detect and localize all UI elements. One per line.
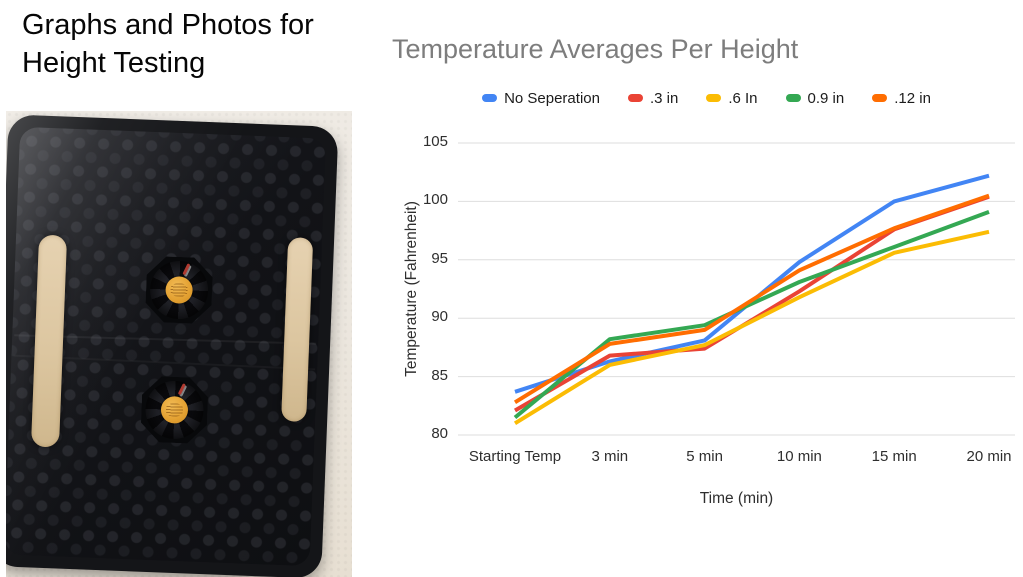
y-tick-label: 80 xyxy=(431,425,448,442)
y-tick-label: 100 xyxy=(422,191,448,209)
series-line-0-9-in xyxy=(513,210,990,420)
y-tick-label: 85 xyxy=(431,366,448,384)
y-axis-title: Temperature (Fahrenheit) xyxy=(403,201,420,377)
legend-swatch xyxy=(627,94,643,102)
plot-area xyxy=(458,135,1015,445)
cooling-fan-bottom xyxy=(140,376,208,444)
legend-item: No Seperation xyxy=(482,90,600,107)
y-tick-label: 90 xyxy=(431,308,448,326)
legend-swatch xyxy=(706,94,722,102)
legend-item: .12 in xyxy=(872,90,931,107)
tray-photo xyxy=(6,111,352,577)
x-tick-label: 5 min xyxy=(686,448,723,465)
fan-label-text xyxy=(170,283,187,297)
legend-swatch xyxy=(785,94,801,102)
x-tick-label: 20 min xyxy=(966,448,1012,465)
chart-title: Temperature Averages Per Height xyxy=(392,34,799,64)
legend-swatch xyxy=(482,94,498,102)
fan-label-text xyxy=(166,403,183,417)
x-tick-label: Starting Temp xyxy=(468,448,562,465)
x-tick-label: 15 min xyxy=(871,448,917,465)
x-axis-title: Time (min) xyxy=(699,490,774,507)
legend-label: .3 in xyxy=(649,89,679,107)
series-line--12-in xyxy=(513,193,990,405)
fan-housing xyxy=(140,376,208,444)
tray xyxy=(6,114,339,577)
legend-label: .6 In xyxy=(728,89,758,107)
chart-legend: No Seperation .3 in .6 In 0.9 in .12 in xyxy=(390,88,1023,108)
slide-title: Graphs and Photos for Height Testing xyxy=(22,9,314,79)
legend-item: .6 In xyxy=(706,89,758,107)
y-tick-label: 95 xyxy=(431,249,448,267)
legend-label: .12 in xyxy=(894,89,931,107)
legend-label: 0.9 in xyxy=(807,89,845,107)
legend-item: 0.9 in xyxy=(785,89,845,107)
cooling-fan-top xyxy=(145,256,213,324)
legend-item: .3 in xyxy=(627,89,679,107)
legend-label: No Seperation xyxy=(504,89,600,107)
temperature-chart: Temperature Averages Per Height No Seper… xyxy=(390,30,1023,577)
x-tick-label: 10 min xyxy=(776,448,822,465)
series-line--6-in xyxy=(513,229,990,426)
y-tick-label: 105 xyxy=(422,133,448,150)
fan-housing xyxy=(145,256,213,324)
x-tick-label: 3 min xyxy=(591,448,629,465)
legend-swatch xyxy=(872,94,888,102)
